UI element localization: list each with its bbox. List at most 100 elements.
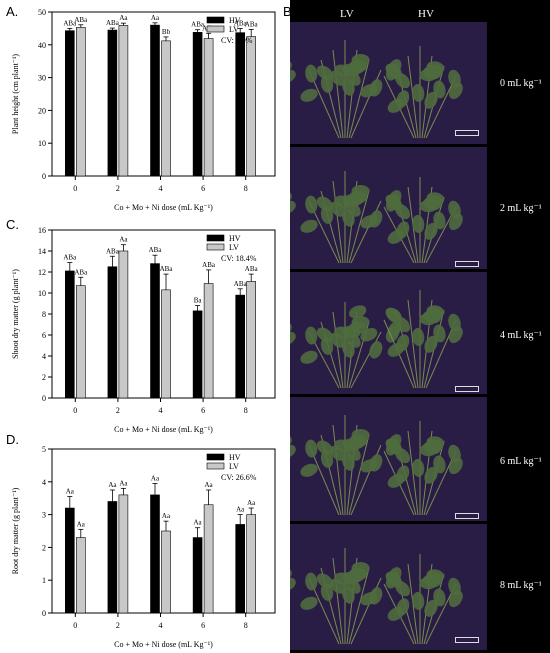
cv-label: CV: 4.9% — [221, 36, 253, 45]
y-tick-label: 20 — [38, 106, 46, 115]
scale-bar — [455, 261, 479, 267]
leaf — [320, 450, 334, 468]
plant-stem — [407, 55, 419, 139]
leaf — [412, 591, 425, 610]
leaf — [424, 222, 438, 240]
significance-label: ABa — [63, 19, 77, 27]
leaf — [448, 457, 463, 475]
leaf — [320, 75, 334, 93]
leaf — [320, 206, 334, 224]
plant-stem — [332, 557, 344, 645]
x-tick-label: 8 — [244, 621, 248, 630]
leaf — [305, 64, 318, 83]
x-tick-label: 2 — [116, 621, 120, 630]
leaf — [305, 572, 318, 591]
x-tick-label: 2 — [116, 184, 120, 193]
significance-label: ABa — [74, 16, 88, 24]
leaf — [290, 331, 296, 346]
leaf — [394, 316, 411, 333]
leaf — [412, 458, 425, 477]
significance-label: Aa — [151, 474, 160, 482]
bar-hv — [107, 29, 118, 177]
bar-lv — [76, 27, 86, 177]
y-tick-label: 0 — [42, 609, 46, 618]
plant-photo-panel: LV HV 0 mL kg⁻¹ 2 mL kg⁻¹ 4 mL kg⁻¹ 6 mL… — [290, 0, 550, 653]
leaf — [300, 350, 318, 364]
significance-label: ABa — [160, 265, 174, 273]
leaf — [300, 219, 318, 233]
bar-lv — [118, 494, 129, 614]
x-tick-label: 6 — [201, 621, 205, 630]
leaf — [305, 439, 318, 458]
y-tick-label: 2 — [42, 543, 46, 552]
leaf — [290, 69, 296, 84]
leaf — [334, 195, 352, 208]
legend-swatch-lv — [206, 25, 225, 33]
dose-label-2: 2 mL kg⁻¹ — [500, 203, 542, 214]
leaf — [394, 580, 411, 597]
leaf — [424, 335, 438, 353]
x-axis-label: Co + Mo + Ni dose (mL Kg⁻¹) — [114, 425, 213, 434]
significance-label: Aa — [77, 520, 86, 528]
scale-bar — [455, 637, 479, 643]
plant-stem — [425, 450, 457, 516]
significance-label: ABa — [245, 265, 259, 273]
panel-d-letter: D. — [6, 432, 19, 447]
bar-lv — [118, 250, 129, 399]
leaf — [387, 98, 405, 113]
plant-stem — [332, 311, 344, 389]
photo-tile-6 — [290, 397, 487, 521]
panel-b-letter: B. — [283, 4, 296, 19]
bar-hv — [235, 524, 245, 614]
bar-hv — [65, 507, 75, 614]
x-tick-label: 0 — [73, 406, 77, 415]
bar-hv — [192, 310, 203, 399]
y-tick-label: 12 — [38, 268, 46, 277]
bar-lv — [246, 281, 256, 399]
leaf — [423, 66, 441, 80]
root-dry-matter-chart: 0 1 2 3 4 5 Root dry matter (g plant⁻¹) Co + Mo… — [11, 445, 276, 649]
plant-illustration — [290, 171, 463, 264]
scale-bar — [455, 386, 479, 392]
leaf — [423, 310, 441, 324]
significance-label: ABa — [202, 261, 216, 269]
photo-tile-0 — [290, 22, 487, 144]
significance-label: ABa — [234, 280, 248, 288]
leaf — [334, 64, 352, 77]
photo-col-label-hv: HV — [418, 8, 434, 20]
legend-swatch-lv — [206, 462, 225, 470]
leaf — [448, 82, 463, 100]
leaf — [360, 458, 378, 473]
legend-label: HV — [229, 16, 241, 25]
y-tick-label: 10 — [38, 139, 46, 148]
plant-stem — [425, 583, 457, 645]
significance-label: ABa — [245, 20, 259, 28]
y-axis-label: Root dry matter (g plant⁻¹) — [11, 487, 20, 574]
bar-lv — [76, 537, 86, 614]
shoot-dry-matter-chart: 0 2 4 6 8 10 12 14 16 Shoot dry matter (g plant⁻¹… — [11, 226, 276, 434]
leaf — [349, 192, 367, 206]
y-tick-label: 5 — [42, 445, 46, 454]
photo-tile-4 — [290, 272, 487, 394]
panel-a-letter: A. — [6, 4, 19, 19]
y-tick-label: 4 — [42, 352, 46, 361]
bar-hv — [107, 266, 118, 399]
significance-label: ABa — [191, 21, 205, 29]
cv-label: CV: 26.6% — [221, 473, 257, 482]
cv-label: CV: 18.4% — [221, 254, 257, 263]
bar-lv — [246, 36, 256, 177]
photo-tile-8 — [290, 524, 487, 650]
y-tick-label: 16 — [38, 226, 46, 235]
leaf — [387, 342, 405, 357]
bar-lv — [203, 38, 214, 177]
y-axis-label: Shoot dry matter (g plant⁻¹) — [11, 269, 20, 359]
leaf — [412, 327, 425, 346]
leaf — [424, 466, 438, 484]
plant-stem — [348, 190, 370, 264]
significance-label: Aa — [151, 14, 160, 22]
bar-lv — [118, 25, 129, 177]
x-tick-label: 4 — [159, 406, 163, 415]
bar-lv — [76, 285, 86, 399]
y-tick-label: 3 — [42, 511, 46, 520]
